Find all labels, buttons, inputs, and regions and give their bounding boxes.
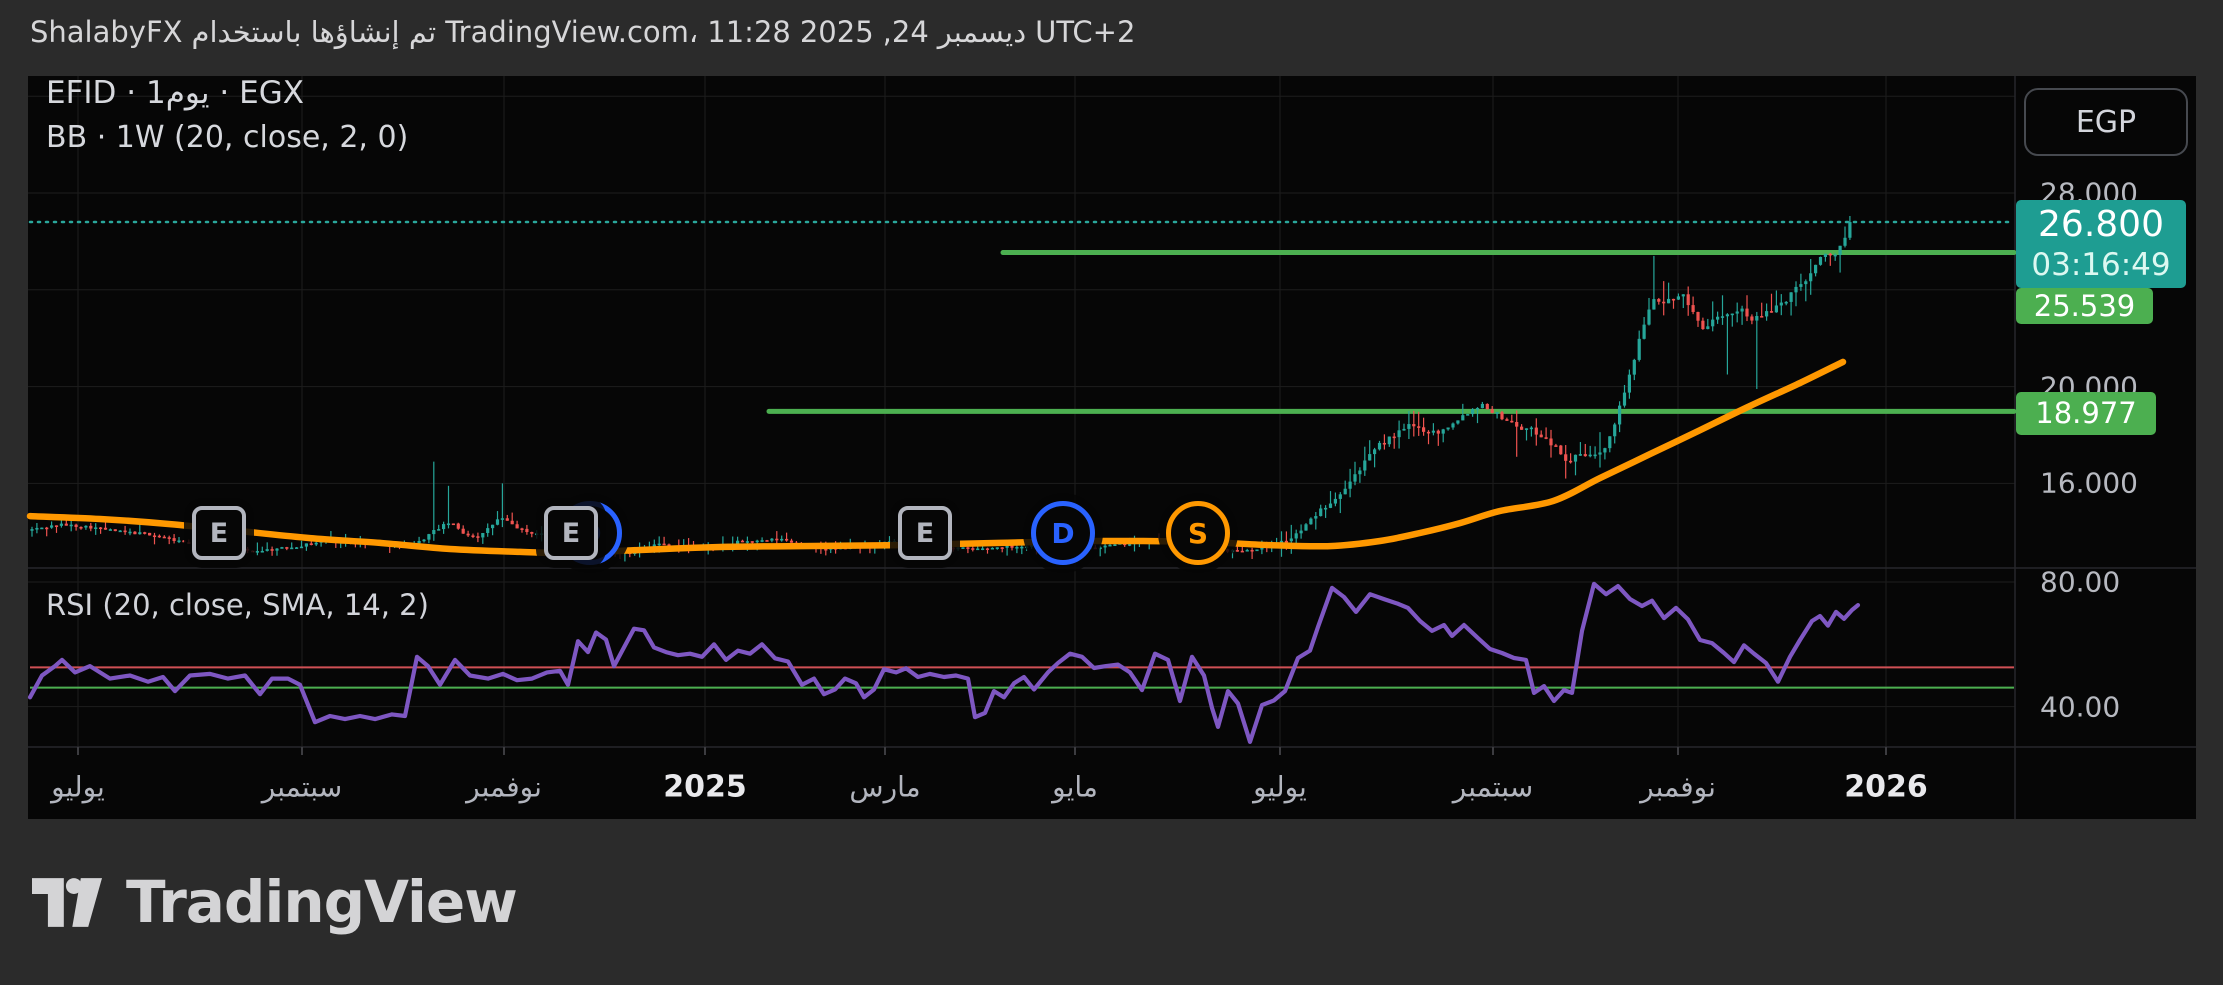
time-year-label: 2026 xyxy=(1844,769,1928,805)
symbol-title[interactable]: EFID · 1يوم · EGX xyxy=(46,75,304,111)
time-month-label: سبتمبر xyxy=(261,770,343,804)
rsi-tick-label: 80.00 xyxy=(2040,565,2121,599)
bar-countdown: 03:16:49 xyxy=(2031,246,2171,283)
bb-indicator-label[interactable]: BB · 1W (20, close, 2, 0) xyxy=(46,120,409,155)
earnings-marker[interactable]: E xyxy=(192,506,246,560)
chart-legend: EFID · 1يوم · EGX BB · 1W (20, close, 2,… xyxy=(46,78,408,153)
time-year-label: 2025 xyxy=(663,769,747,805)
time-month-label: سبتمبر xyxy=(1452,770,1534,804)
time-month-label: نوفمبر xyxy=(1640,770,1716,804)
earnings-marker[interactable]: E xyxy=(898,506,952,560)
attribution-month: ديسمبر xyxy=(937,15,1027,49)
earnings-marker[interactable]: E xyxy=(544,506,598,560)
price-tick-label: 16.000 xyxy=(2040,466,2138,500)
current-price-badge: 26.800 03:16:49 xyxy=(2016,200,2186,288)
rsi-indicator-label[interactable]: RSI (20, close, SMA, 14, 2) xyxy=(46,588,429,622)
rsi-tick-label: 40.00 xyxy=(2040,690,2121,724)
time-month-label: نوفمبر xyxy=(466,770,542,804)
attribution-created-with: تم إنشاؤها باستخدام xyxy=(191,15,437,49)
attribution-year: 2025 xyxy=(799,15,874,49)
tradingview-footer: TradingView xyxy=(32,868,518,936)
split-marker[interactable]: S xyxy=(1166,501,1230,565)
attribution-bar: ShalabyFX تم إنشاؤها باستخدام TradingVie… xyxy=(30,10,1135,54)
bb-upper-price-badge: 25.539 xyxy=(2016,288,2153,324)
currency-button[interactable]: EGP xyxy=(2024,88,2188,156)
time-month-label: يوليو xyxy=(1253,770,1307,804)
tradingview-logo-icon[interactable] xyxy=(32,877,102,927)
attribution-day: ,24 xyxy=(882,15,929,49)
attribution-author: ShalabyFX xyxy=(30,15,183,49)
dividend-marker[interactable]: D xyxy=(1031,501,1095,565)
attribution-site: TradingView.com، xyxy=(445,15,699,49)
attribution-timezone: UTC+2 xyxy=(1035,15,1136,49)
time-month-label: مارس xyxy=(849,770,921,804)
time-month-label: يوليو xyxy=(51,770,105,804)
time-month-label: مايو xyxy=(1052,770,1098,804)
current-price-value: 26.800 xyxy=(2038,204,2164,246)
support-level-badge: 18.977 xyxy=(2016,392,2156,435)
attribution-time: 11:28 xyxy=(707,15,791,49)
tradingview-wordmark[interactable]: TradingView xyxy=(126,868,518,936)
